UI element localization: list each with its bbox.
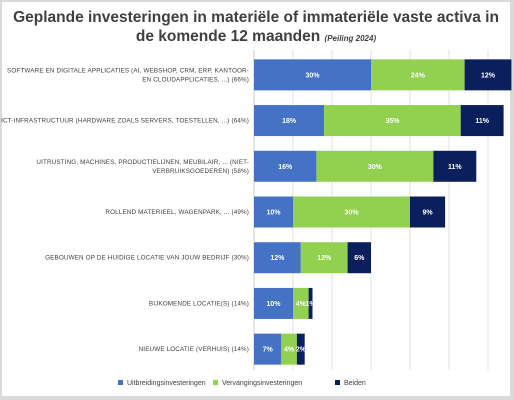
bar-2-series-2: [324, 105, 461, 137]
data-label-6-series-1: 10%: [266, 301, 281, 308]
category-label-3-line-2: VERBRUIKSGOEDEREN) (58%): [152, 168, 249, 175]
chart-subtitle: (Peiling 2024): [324, 34, 377, 43]
category-label-1-line-1: SOFTWARE EN DIGITALE APPLICATIES (AI, WE…: [7, 67, 249, 74]
data-label-1-series-2: 24%: [411, 72, 426, 79]
chart-title-line-2: de komende 12 maanden (Peiling 2024): [2, 27, 510, 48]
category-label-4: ROLLEND MATERIEEL, WAGENPARK, ... (49%): [105, 209, 249, 216]
bar-4-series-3: [410, 196, 446, 228]
category-label-6: BIJKOMENDE LOCATIE(S) (14%): [149, 300, 249, 307]
bar-1-series-2: [371, 59, 465, 91]
bar-6-series-1: [254, 287, 293, 319]
bar-1-series-3: [464, 59, 512, 91]
bar-7-series-3: [296, 333, 305, 365]
bar-7-series-1: [254, 333, 282, 365]
bar-3-series-1: [254, 150, 317, 182]
data-label-4-series-2: 30%: [344, 210, 359, 217]
category-label-5: GEBOUWEN OP DE HUIDIGE LOCATIE VAN JOUW …: [45, 255, 249, 262]
legend-label-3: Beiden: [344, 380, 366, 387]
bar-4-series-2: [293, 196, 410, 228]
bar-6-series-2: [293, 287, 309, 319]
bar-5-series-1: [254, 242, 301, 274]
chart-title-line-1: Geplande investeringen in materiële of i…: [13, 9, 499, 26]
data-label-3-series-2: 30%: [368, 164, 383, 171]
bar-4-series-1: [254, 196, 293, 228]
bar-7-series-2: [281, 333, 297, 365]
legend-label-2: Vervangingsinvesteringen: [222, 380, 302, 387]
data-label-2-series-1: 18%: [282, 118, 297, 125]
data-label-6-series-3: 1%: [305, 301, 316, 308]
data-label-3-series-1: 16%: [278, 164, 293, 171]
data-label-7-series-3: 2%: [296, 347, 307, 354]
data-label-7-series-1: 7%: [263, 347, 274, 354]
bar-2-series-1: [254, 105, 325, 137]
category-label-1-line-2: EN CLOUDAPPLICATIES, ...) (66%): [142, 76, 249, 83]
data-label-4-series-1: 10%: [266, 210, 281, 217]
chart-title-line-2-text: de komende 12 maanden: [135, 28, 321, 45]
data-label-5-series-1: 12%: [270, 255, 285, 262]
data-label-6-series-2: 4%: [296, 301, 307, 308]
bar-2-series-3: [460, 105, 504, 137]
bar-3-series-3: [433, 150, 477, 182]
data-label-1-series-1: 30%: [305, 72, 320, 79]
bar-3-series-2: [316, 150, 434, 182]
bar-6-series-3: [308, 287, 313, 319]
bar-1-series-1: [254, 59, 371, 91]
legend-swatch-3: [335, 380, 340, 385]
category-label-3-line-1: UITRUSTING, MACHINES, PRODUCTIELIJNEN, M…: [36, 159, 249, 166]
legend-swatch-1: [118, 380, 123, 385]
data-label-1-series-3: 12%: [481, 72, 496, 79]
data-label-2-series-3: 11%: [475, 118, 489, 125]
data-label-4-series-3: 9%: [422, 210, 433, 217]
category-label-7: NIEUWE LOCATIE (VERHUIS) (14%): [139, 346, 249, 353]
legend-swatch-2: [213, 380, 218, 385]
category-label-2: ICT-INFRASTRUCTUUR (HARDWARE ZOALS SERVE…: [1, 118, 249, 125]
bar-5-series-2: [300, 242, 348, 274]
data-label-5-series-3: 6%: [354, 255, 365, 262]
chart-title: Geplande investeringen in materiële of i…: [2, 8, 510, 48]
data-label-3-series-3: 11%: [448, 164, 462, 171]
data-label-2-series-2: 35%: [385, 118, 400, 125]
data-label-5-series-2: 12%: [317, 255, 332, 262]
bar-5-series-3: [347, 242, 371, 274]
data-label-7-series-2: 4%: [284, 347, 295, 354]
legend-label-1: Uitbreidingsinvesteringen: [127, 380, 206, 387]
